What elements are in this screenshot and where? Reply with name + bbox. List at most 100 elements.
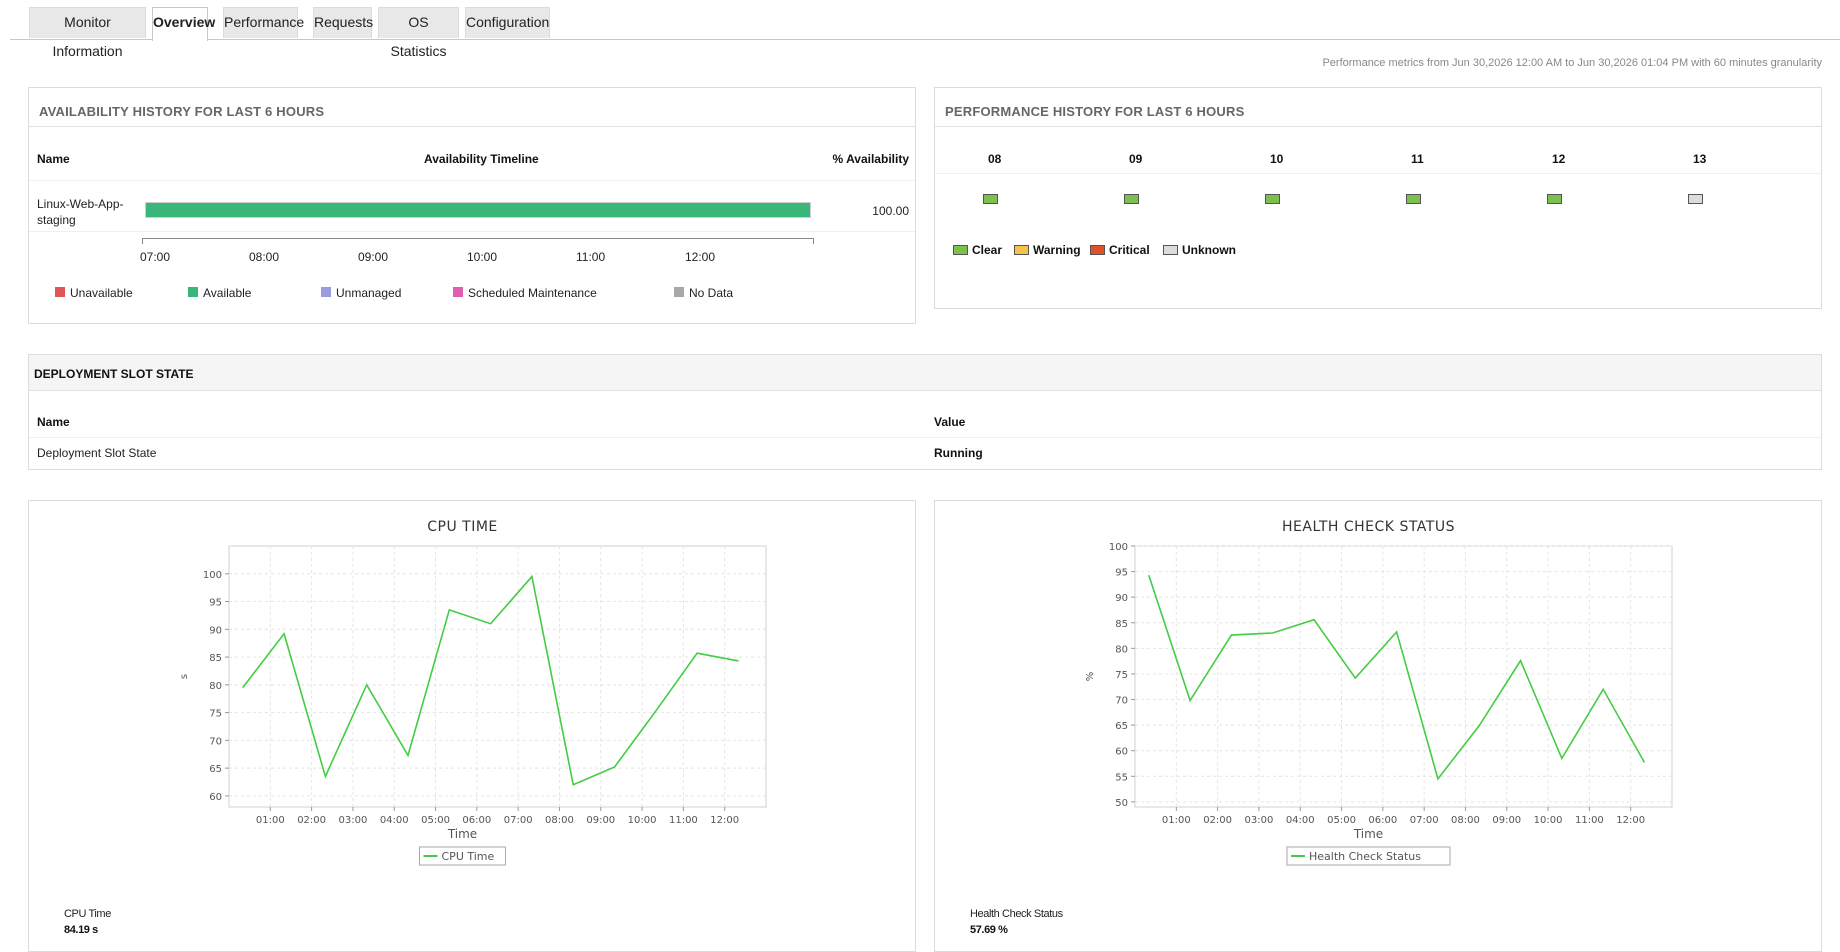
x-tick-label: 06:00	[1368, 815, 1397, 826]
tab-requests[interactable]: Requests	[313, 7, 373, 38]
availability-col-pct: % Availability	[832, 152, 909, 166]
x-tick-label: 08:00	[545, 815, 574, 826]
data-point	[613, 765, 617, 769]
perf-status-box[interactable]	[1124, 194, 1139, 204]
legend-label-warning: Warning	[1033, 243, 1081, 257]
data-point	[1436, 777, 1440, 781]
x-tick-label: 02:00	[297, 815, 326, 826]
health-check-chart[interactable]: HEALTH CHECK STATUS 50 55 60 65 70 75 80 85 90 95 1…	[935, 501, 1821, 901]
availability-row-pct: 100.00	[872, 204, 909, 218]
legend-swatch-unmanaged	[321, 287, 331, 297]
perf-status-box[interactable]	[1265, 194, 1280, 204]
x-tick-label: 12:00	[710, 815, 739, 826]
tab-configuration[interactable]: Configuration	[465, 7, 550, 38]
legend-swatch-unknown	[1163, 245, 1178, 255]
y-tick-label: 75	[1115, 670, 1128, 681]
legend-swatch-unavailable	[55, 287, 65, 297]
time-tick-label: 10:00	[467, 250, 498, 264]
y-tick-label: 90	[209, 625, 222, 636]
legend-swatch-clear	[953, 245, 968, 255]
perf-status-box[interactable]	[1547, 194, 1562, 204]
x-tick-label: 07:00	[1410, 815, 1439, 826]
x-tick-label: 12:00	[1616, 815, 1645, 826]
legend-label-unknown: Unknown	[1182, 243, 1236, 257]
cpu-time-footer-value: 84.19 s	[64, 924, 98, 936]
divider	[935, 126, 1821, 127]
cpu-time-chart[interactable]: CPU TIME 60 65 70 75 80 85 90 95 100 01:00 02:00 03:…	[29, 501, 915, 901]
perf-status-box[interactable]	[1688, 194, 1703, 204]
y-tick-label: 55	[1115, 772, 1128, 783]
data-point	[282, 632, 286, 636]
health-check-footer-label: Health Check Status	[970, 908, 1063, 920]
divider	[29, 126, 915, 127]
perf-status-box[interactable]	[1406, 194, 1421, 204]
availability-row-name[interactable]: Linux-Web-App- staging	[37, 196, 123, 228]
x-tick-label: 02:00	[1203, 815, 1232, 826]
legend-label-clear: Clear	[972, 243, 1003, 257]
y-tick-label: 75	[209, 709, 222, 720]
plot-area	[1134, 545, 1673, 808]
legend-label-unavailable: Unavailable	[70, 286, 133, 300]
health-check-chart-panel: HEALTH CHECK STATUS 50 55 60 65 70 75 80 85 90 95 1…	[934, 500, 1822, 952]
legend-label: Health Check Status	[1309, 850, 1421, 863]
perf-hour-label: 11	[1411, 152, 1424, 166]
legend-label-no-data: No Data	[689, 286, 734, 300]
time-axis-start-tick	[142, 238, 143, 244]
deployment-col-name: Name	[37, 415, 70, 429]
deployment-row-value: Running	[934, 446, 983, 460]
data-point	[1229, 633, 1233, 637]
data-point	[736, 659, 740, 663]
cpu-time-footer-label: CPU Time	[64, 908, 111, 920]
deployment-col-value: Value	[934, 415, 966, 429]
x-tick-label: 03:00	[339, 815, 368, 826]
y-axis-label: s	[179, 674, 190, 679]
data-point	[323, 774, 327, 778]
tab-monitor-information[interactable]: Monitor Information	[29, 7, 146, 59]
legend-box	[1286, 846, 1451, 866]
time-tick-label: 07:00	[140, 250, 171, 264]
tab-overview[interactable]: Overview	[152, 7, 215, 41]
y-tick-label: 60	[1115, 747, 1128, 758]
y-axis-label: %	[1085, 672, 1096, 682]
deployment-title: DEPLOYMENT SLOT STATE	[34, 367, 194, 381]
y-tick-label: 60	[209, 792, 222, 803]
availability-col-timeline: Availability Timeline	[424, 152, 539, 166]
granularity-text: Performance metrics from Jun 30,2026 12:…	[1322, 57, 1822, 69]
x-tick-label: 11:00	[669, 815, 698, 826]
time-tick-label: 11:00	[576, 250, 606, 264]
performance-panel: PERFORMANCE HISTORY FOR LAST 6 HOURS 08 …	[934, 87, 1822, 309]
chart-title: CPU TIME	[427, 519, 498, 535]
deployment-panel: DEPLOYMENT SLOT STATE Name Value Deploym…	[28, 354, 1822, 470]
data-point	[1601, 687, 1605, 691]
data-point	[654, 709, 658, 713]
perf-hour-label: 09	[1129, 152, 1143, 166]
time-axis-end-tick	[813, 238, 814, 244]
availability-bar[interactable]	[146, 203, 810, 217]
tab-os-statistics[interactable]: OS Statistics	[378, 7, 459, 59]
y-tick-label: 70	[209, 736, 222, 747]
data-point	[1519, 659, 1523, 663]
perf-hour-label: 10	[1270, 152, 1284, 166]
availability-bar-track	[145, 202, 811, 218]
x-tick-label: 01:00	[1162, 815, 1191, 826]
y-tick-label: 80	[209, 681, 222, 692]
x-tick-label: 10:00	[628, 815, 657, 826]
cpu-time-chart-panel: CPU TIME 60 65 70 75 80 85 90 95 100 01:00 02:00 03:…	[28, 500, 916, 952]
perf-status-box[interactable]	[983, 194, 998, 204]
plot-area	[228, 545, 767, 808]
y-tick-label: 100	[203, 570, 222, 581]
data-point	[406, 753, 410, 757]
data-point	[571, 783, 575, 787]
availability-row-name-line2: staging	[37, 213, 76, 227]
availability-col-name: Name	[37, 152, 70, 166]
y-tick-label: 100	[1109, 542, 1128, 553]
x-tick-label: 06:00	[462, 815, 491, 826]
y-tick-label: 70	[1115, 696, 1128, 707]
y-tick-label: 90	[1115, 593, 1128, 604]
x-tick-label: 04:00	[1286, 815, 1315, 826]
x-tick-label: 05:00	[421, 815, 450, 826]
y-tick-label: 95	[1115, 568, 1128, 579]
legend-label: CPU Time	[442, 850, 495, 863]
time-axis-line	[142, 238, 814, 239]
tab-performance[interactable]: Performance	[223, 7, 304, 38]
